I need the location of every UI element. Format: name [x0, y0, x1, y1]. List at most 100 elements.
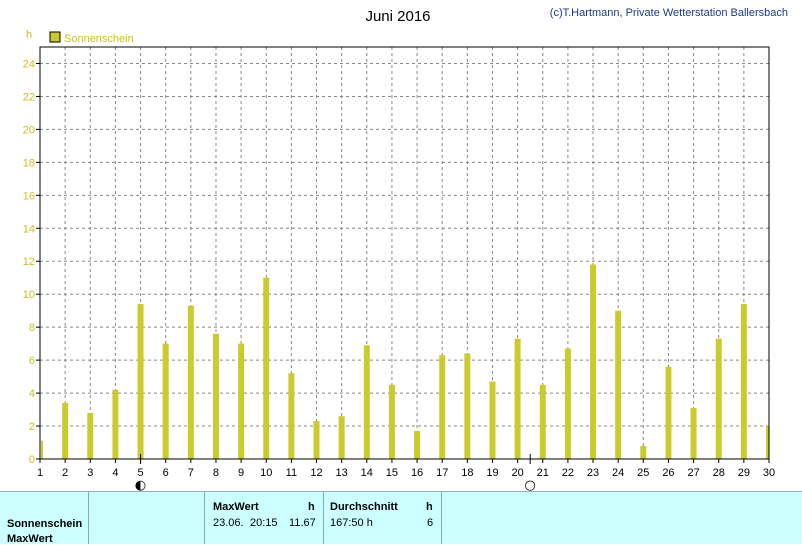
x-tick-label: 4	[112, 467, 118, 479]
y-tick-label: 2	[29, 421, 35, 433]
legend-label: Sonnenschein	[64, 33, 134, 45]
x-tick-label: 27	[687, 467, 699, 479]
bar-day-20	[514, 338, 521, 459]
y-tick-label: 16	[23, 190, 35, 202]
bar-day-19	[489, 381, 496, 459]
x-tick-label: 24	[612, 467, 624, 479]
bar-day-11	[288, 373, 295, 459]
x-tick-label: 7	[188, 467, 194, 479]
bar-day-18	[464, 353, 471, 459]
legend-swatch	[49, 31, 61, 43]
x-tick-label: 30	[763, 467, 775, 479]
x-axis-ticks: 1 2 3 4 5 6 7 8 9 10 11 12 13 14 15 16 17 18 19 20 21 22 23 24 2…	[37, 459, 775, 479]
bar-day-2	[62, 402, 69, 459]
maxwert-time: 20:15	[250, 517, 278, 529]
row-label-maxwert: MaxWert	[7, 533, 53, 545]
summary-spacer	[89, 492, 205, 544]
bar-day-30	[766, 426, 769, 459]
bar-day-23	[590, 264, 597, 459]
bar-day-29	[740, 304, 747, 459]
bar-day-7	[187, 305, 194, 459]
bar-day-1	[41, 440, 43, 459]
x-tick-label: 8	[213, 467, 219, 479]
y-tick-label: 0	[29, 454, 35, 466]
y-tick-label: 22	[23, 91, 35, 103]
x-tick-label: 28	[713, 467, 725, 479]
bar-day-13	[338, 416, 345, 459]
moon-phases: ◐ ○	[135, 454, 536, 491]
bar-day-26	[665, 366, 672, 459]
x-tick-label: 26	[662, 467, 674, 479]
y-tick-label: 8	[29, 322, 35, 334]
x-tick-label: 15	[386, 467, 398, 479]
maxwert-unit: h	[308, 501, 315, 513]
summary-label-column: Sonnenschein MaxWert	[0, 492, 89, 545]
bar-day-15	[388, 384, 395, 459]
bar-day-16	[414, 430, 421, 459]
grid-lines	[40, 47, 769, 459]
x-tick-label: 3	[87, 467, 93, 479]
bar-day-14	[363, 345, 370, 459]
bar-day-10	[263, 277, 270, 459]
x-tick-label: 19	[486, 467, 498, 479]
x-tick-label: 16	[411, 467, 423, 479]
row-label-sonnenschein: Sonnenschein	[7, 518, 83, 530]
y-tick-label: 4	[29, 388, 35, 400]
x-tick-label: 2	[62, 467, 68, 479]
x-tick-label: 20	[511, 467, 523, 479]
durchschnitt-value: 6	[427, 517, 434, 529]
x-tick-label: 29	[738, 467, 750, 479]
bar-day-24	[615, 310, 622, 459]
x-tick-label: 13	[336, 467, 348, 479]
x-tick-label: 9	[238, 467, 244, 479]
x-tick-label: 10	[260, 467, 272, 479]
credit-text: (c)T.Hartmann, Private Wetterstation Bal…	[550, 7, 788, 19]
y-tick-label: 24	[23, 58, 35, 70]
bar-day-5	[137, 304, 144, 459]
bar-day-3	[87, 412, 94, 459]
x-tick-label: 17	[436, 467, 448, 479]
maxwert-value: 11.67	[289, 517, 316, 529]
x-tick-label: 6	[163, 467, 169, 479]
bar-day-21	[539, 384, 546, 459]
y-tick-label: 10	[23, 289, 35, 301]
chart-title: Juni 2016	[365, 8, 430, 25]
full-moon-icon: ○	[525, 478, 536, 491]
bar-day-17	[439, 355, 446, 459]
x-tick-label: 25	[637, 467, 649, 479]
maxwert-date: 23.06.	[213, 517, 244, 529]
bar-day-12	[313, 421, 320, 459]
durchschnitt-total: 167:50 h	[330, 517, 373, 529]
summary-panel: Sonnenschein MaxWert MaxWert h 23.06. 20…	[0, 491, 802, 545]
bar-day-9	[238, 343, 245, 459]
bars	[41, 264, 769, 459]
x-tick-label: 23	[587, 467, 599, 479]
y-axis-unit: h	[26, 29, 32, 41]
durchschnitt-unit: h	[426, 501, 433, 513]
bar-day-25	[640, 445, 647, 459]
bar-day-28	[715, 338, 722, 459]
x-tick-label: 14	[361, 467, 373, 479]
y-tick-label: 6	[29, 355, 35, 367]
bar-day-27	[690, 407, 697, 459]
x-tick-label: 11	[286, 467, 297, 479]
sunshine-chart: Juni 2016 (c)T.Hartmann, Private Wetters…	[23, 7, 788, 491]
x-tick-label: 22	[562, 467, 574, 479]
y-tick-label: 14	[23, 223, 35, 235]
maxwert-column: MaxWert h 23.06. 20:15 11.67	[205, 492, 324, 544]
durchschnitt-column: Durchschnitt h 167:50 h 6	[324, 492, 442, 544]
bar-day-22	[564, 348, 571, 459]
y-tick-label: 20	[23, 124, 35, 136]
x-tick-label: 12	[310, 467, 322, 479]
x-tick-label: 21	[537, 467, 549, 479]
y-tick-label: 18	[23, 157, 35, 169]
x-tick-label: 18	[461, 467, 473, 479]
bar-day-6	[162, 343, 169, 459]
y-tick-label: 12	[23, 256, 35, 268]
bar-day-4	[112, 389, 119, 459]
x-tick-label: 5	[137, 467, 143, 479]
new-moon-icon: ◐	[135, 478, 146, 491]
bar-day-8	[212, 333, 219, 459]
plot-frame	[39, 46, 770, 460]
